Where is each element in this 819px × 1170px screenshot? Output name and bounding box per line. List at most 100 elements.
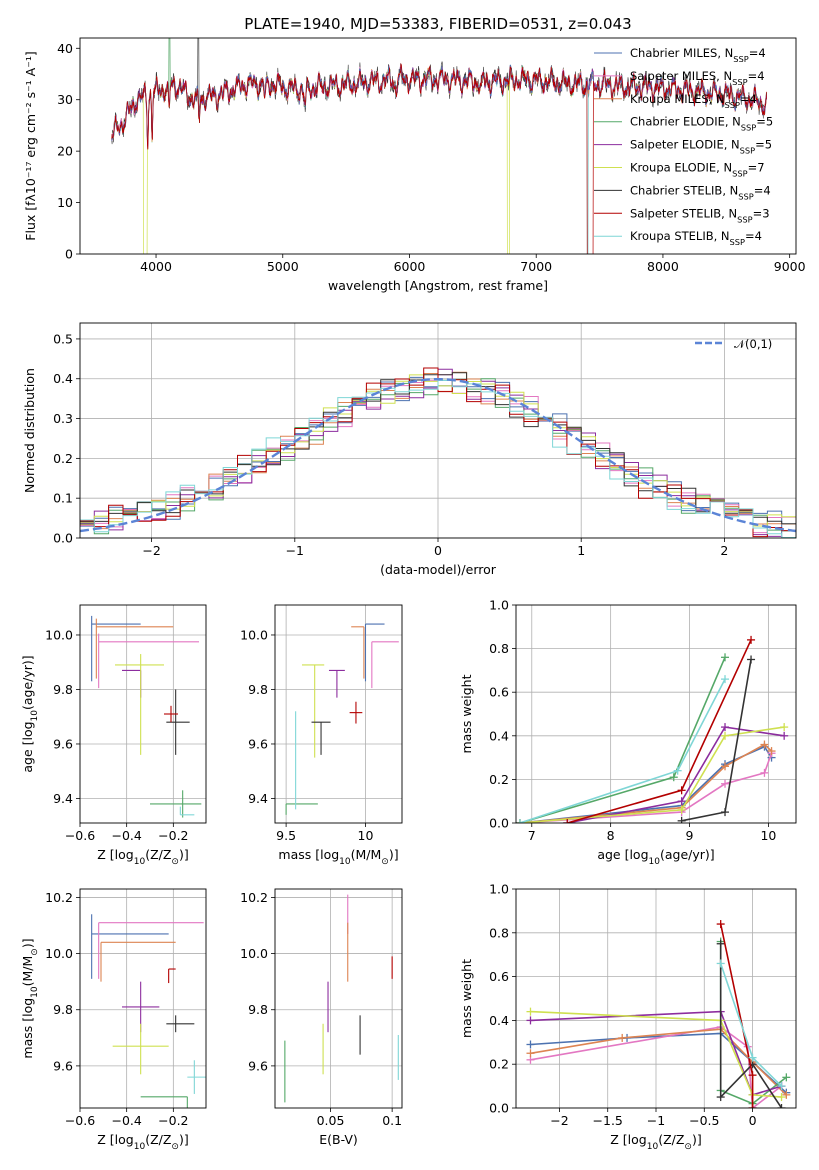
weight-vs-age-axes: 7 8 9 10 0.0 0.2 0.4 0.6 0.8 1.0 age [log10(age/yr… — [459, 598, 797, 867]
y-axis-label: age [log10(age/yr)] — [20, 655, 40, 772]
legend-entry: Chabrier MILES, NSSP=4 — [630, 46, 766, 64]
legend-entry: Kroupa STELIB, NSSP=4 — [630, 229, 762, 247]
x-tick-label: 7000 — [520, 259, 552, 274]
y-tick-label: 0.2 — [53, 451, 73, 466]
spectrum-axes: 4000 5000 6000 7000 8000 9000 0 10 20 30 40 wavelen… — [23, 37, 806, 293]
x-tick-label: 9.5 — [276, 828, 296, 843]
x-axis-label: Z [log10(Z/Z⊙)] — [97, 847, 188, 867]
y-tick-label: 10.2 — [45, 890, 73, 905]
y-axis-label: mass [log10(M/M⊙)] — [20, 938, 40, 1058]
y-tick-label: 0 — [65, 247, 73, 262]
x-tick-label: −1.5 — [593, 1113, 623, 1128]
y-tick-label: 0.6 — [489, 969, 509, 984]
mass-vs-z-axes: −0.6 −0.4 −0.2 9.6 9.8 10.0 10.2 Z [log10(Z/Z⊙)… — [20, 888, 207, 1152]
y-tick-label: 9.6 — [248, 736, 268, 751]
x-tick-label: 9000 — [774, 259, 806, 274]
y-tick-label: 0.4 — [489, 1013, 509, 1028]
y-axis-label: Normed distribution — [22, 368, 37, 493]
x-tick-label: 10 — [760, 828, 776, 843]
x-tick-label: −0.6 — [65, 828, 95, 843]
axes-frame — [79, 322, 797, 539]
y-tick-label: 10 — [57, 195, 73, 210]
y-tick-label: 1.0 — [489, 882, 509, 897]
x-tick-label: 4000 — [140, 259, 172, 274]
y-tick-label: 0.0 — [53, 531, 73, 546]
x-tick-label: 0.05 — [317, 1113, 345, 1128]
x-tick-label: 8000 — [647, 259, 679, 274]
legend-entry: 𝒩(0,1) — [734, 337, 772, 351]
x-tick-label: −0.4 — [111, 1113, 141, 1128]
y-tick-label: 0.1 — [53, 491, 73, 506]
plot-area — [275, 889, 402, 1108]
legend-entry: Chabrier STELIB, NSSP=4 — [630, 183, 771, 201]
x-tick-label: 0 — [749, 1113, 757, 1128]
weight-line — [519, 678, 726, 823]
weight-line — [519, 726, 785, 823]
weight-line — [719, 941, 787, 1105]
y-tick-label: 9.4 — [53, 791, 73, 806]
plot-area — [516, 889, 796, 1108]
axes-frame — [274, 888, 403, 1109]
x-axis-label: Z [log10(Z/Z⊙)] — [610, 1132, 701, 1152]
age-vs-z-axes: −0.6 −0.4 −0.2 9.4 9.6 9.8 10.0 Z [log10(Z/Z⊙)]… — [20, 604, 207, 867]
x-axis-label: age [log10(age/yr)] — [597, 847, 714, 867]
plot-area — [275, 605, 402, 823]
y-tick-label: 9.6 — [53, 736, 73, 751]
plot-area — [80, 605, 206, 823]
weight-line — [719, 943, 783, 1108]
x-tick-label: −2 — [142, 543, 160, 558]
gaussian-curve — [80, 378, 796, 533]
x-tick-label: 7 — [528, 828, 536, 843]
y-tick-label: 40 — [57, 41, 73, 56]
spectrum-series-7 — [111, 62, 768, 254]
plot-area — [80, 889, 206, 1108]
x-tick-label: 2 — [720, 543, 728, 558]
x-tick-label: −2 — [550, 1113, 568, 1128]
plot-area — [111, 38, 768, 254]
y-tick-label: 9.6 — [248, 1058, 268, 1073]
y-tick-label: 9.4 — [248, 791, 268, 806]
plot-area — [516, 605, 796, 823]
y-tick-label: 10.0 — [240, 627, 268, 642]
y-tick-label: 9.8 — [53, 1002, 73, 1017]
histogram-axes: −2 −1 0 1 2 0.0 0.1 0.2 0.3 0.4 0.5 (data-model)/er… — [22, 322, 797, 577]
x-tick-label: −1 — [647, 1113, 665, 1128]
y-tick-label: 10.0 — [45, 627, 73, 642]
y-tick-label: 9.8 — [248, 1002, 268, 1017]
x-axis-label: wavelength [Angstrom, rest frame] — [328, 278, 548, 293]
axes-frame — [79, 37, 797, 255]
x-tick-label: 0.1 — [382, 1113, 402, 1128]
legend-entry: Salpeter ELODIE, NSSP=5 — [630, 138, 772, 156]
legend-entry: Salpeter MILES, NSSP=4 — [630, 69, 765, 87]
x-tick-label: 8 — [607, 828, 615, 843]
y-tick-label: 0.0 — [489, 816, 509, 831]
x-tick-label: −0.4 — [111, 828, 141, 843]
y-tick-label: 30 — [57, 92, 73, 107]
x-tick-label: −0.6 — [65, 1113, 95, 1128]
weight-line — [567, 639, 752, 823]
x-tick-label: 10 — [358, 828, 374, 843]
y-tick-label: 9.6 — [53, 1058, 73, 1073]
y-tick-label: 0.0 — [489, 1101, 509, 1116]
y-tick-label: 1.0 — [489, 598, 509, 613]
x-axis-label: mass [log10(M/M⊙)] — [278, 847, 398, 867]
x-axis-label: E(B-V) — [319, 1132, 358, 1147]
y-tick-label: 0.4 — [53, 371, 73, 386]
y-tick-label: 10.0 — [240, 946, 268, 961]
x-axis-label: Z [log10(Z/Z⊙)] — [97, 1132, 188, 1152]
age-vs-mass-axes: 9.5 10 9.4 9.6 9.8 10.0 mass [log10(M/M⊙)] — [240, 604, 403, 867]
x-tick-label: −0.2 — [158, 1113, 188, 1128]
x-tick-label: −1 — [286, 543, 304, 558]
y-tick-label: 9.8 — [248, 682, 268, 697]
x-tick-label: −0.2 — [158, 828, 188, 843]
y-tick-label: 0.2 — [489, 1057, 509, 1072]
mass-vs-ebv-axes: 0.05 0.1 9.6 9.8 10.0 10.2 E(B-V) — [240, 888, 403, 1147]
y-axis-label: Flux [fλ10⁻¹⁷ erg cm⁻² s⁻¹ A⁻¹] — [23, 51, 38, 240]
axes-frame — [79, 888, 207, 1109]
x-tick-label: −0.5 — [689, 1113, 719, 1128]
x-tick-label: 5000 — [267, 259, 299, 274]
y-tick-label: 0.3 — [53, 411, 73, 426]
histogram-series-8 — [80, 380, 796, 538]
x-axis-label: (data-model)/error — [380, 562, 497, 577]
